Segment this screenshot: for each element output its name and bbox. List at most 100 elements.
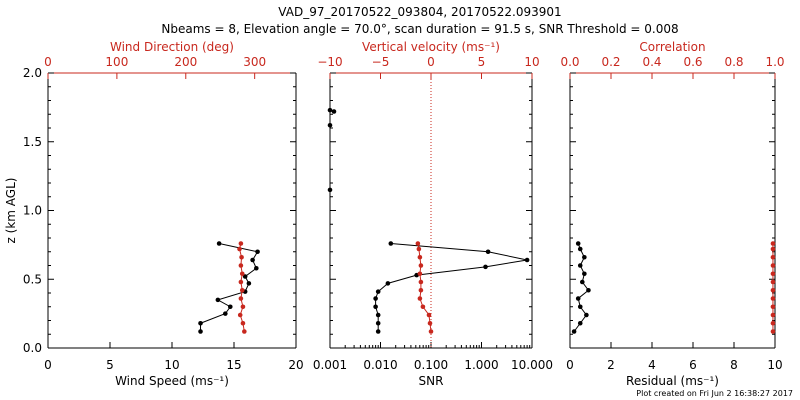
data-point (575, 296, 581, 301)
x-tick-label-top: 300 (243, 55, 266, 69)
data-point (240, 304, 246, 310)
x-axis-label-top: Correlation (639, 40, 705, 54)
data-point (239, 271, 245, 277)
data-point (375, 329, 381, 334)
data-point (770, 312, 776, 318)
x-tick-label-top: −10 (317, 55, 342, 69)
x-tick-label-bottom: 0 (44, 358, 52, 372)
data-point (216, 241, 222, 246)
data-point (485, 249, 491, 255)
x-axis-label-top: Wind Direction (deg) (110, 40, 234, 54)
data-point (770, 287, 776, 293)
data-point (254, 265, 259, 271)
x-tick-label-top: 5 (478, 55, 486, 69)
x-tick-label-bottom: 2 (607, 358, 615, 372)
y-tick-label: 0.5 (23, 272, 42, 286)
data-point (238, 241, 244, 246)
figure-title: VAD_97_20170522_093804, 20170522.093901 (278, 5, 561, 19)
data-point (250, 257, 255, 263)
x-tick-label-top: 10 (524, 55, 539, 69)
x-tick-label-bottom: 8 (730, 358, 738, 372)
x-tick-label-bottom: 10 (164, 358, 179, 372)
data-point (239, 287, 245, 293)
y-tick-label: 1.0 (23, 204, 42, 218)
series-line (200, 243, 259, 332)
data-point (577, 320, 583, 326)
x-axis-label-top: Vertical velocity (ms⁻¹) (362, 40, 500, 54)
x-tick-label-bottom: 10.000 (511, 358, 553, 372)
data-point (255, 249, 260, 255)
data-point (238, 279, 244, 285)
data-point (428, 329, 434, 334)
data-point (483, 264, 488, 270)
x-axis-label-bottom: Wind Speed (ms⁻¹) (115, 374, 229, 388)
y-tick-label: 2.0 (23, 66, 42, 80)
data-point (418, 263, 424, 268)
x-tick-label-bottom: 1.000 (464, 358, 498, 372)
data-point (237, 312, 243, 318)
data-point (416, 246, 422, 252)
data-point (238, 296, 244, 301)
x-axis-label-bottom: Residual (ms⁻¹) (626, 374, 719, 388)
data-point (215, 297, 221, 303)
x-tick-label-top: −5 (372, 55, 390, 69)
data-point (770, 263, 776, 268)
x-tick-label-top: 0.2 (601, 55, 620, 69)
data-point (242, 329, 247, 334)
y-tick-label: 1.5 (23, 135, 42, 149)
panel-2: 0.001 0.010 0.100 1.000 10.000 SNR −10 −5 0 5 10 Ve… (313, 40, 553, 388)
data-point (240, 320, 246, 326)
data-point (577, 263, 583, 268)
data-point (420, 304, 426, 310)
data-point (223, 311, 228, 316)
data-point (417, 296, 423, 301)
data-point (770, 246, 776, 252)
data-point (418, 279, 424, 285)
data-point (582, 271, 587, 277)
data-point (373, 296, 378, 301)
data-point (575, 241, 581, 246)
x-tick-label-top: 0.6 (683, 55, 702, 69)
data-point (584, 312, 589, 318)
data-point (770, 329, 776, 334)
x-tick-label-bottom: 0.100 (414, 358, 448, 372)
figure-subtitle: Nbeams = 8, Elevation angle = 70.0°, sca… (161, 22, 678, 36)
data-point (327, 122, 333, 128)
x-tick-label-top: 100 (105, 55, 128, 69)
x-tick-label-top: 0.4 (642, 55, 661, 69)
x-tick-label-bottom: 0.001 (313, 358, 347, 372)
x-tick-label-top: 0.0 (560, 55, 579, 69)
data-point (770, 241, 776, 246)
data-point (770, 254, 776, 260)
data-point (246, 281, 252, 286)
data-point (586, 287, 591, 293)
x-tick-label-top: 0 (427, 55, 435, 69)
data-point (426, 312, 432, 318)
data-point (331, 109, 337, 114)
data-point (238, 263, 244, 268)
x-tick-label-top: 200 (174, 55, 197, 69)
data-point (373, 304, 378, 310)
data-point (415, 241, 421, 246)
x-tick-label-bottom: 20 (288, 358, 303, 372)
data-point (239, 254, 244, 260)
x-tick-label-top: 1.0 (765, 55, 784, 69)
x-tick-label-bottom: 15 (226, 358, 241, 372)
series-line (375, 243, 528, 332)
x-axis-label-bottom: SNR (419, 374, 444, 388)
data-point (770, 279, 776, 285)
data-point (385, 281, 391, 286)
data-point (198, 329, 203, 334)
data-point (770, 296, 776, 301)
data-point (770, 320, 776, 326)
x-tick-label-bottom: 10 (767, 358, 782, 372)
data-point (375, 289, 381, 294)
plot-created-footer: Plot created on Fri Jun 2 16:38:27 2017 (636, 389, 793, 398)
data-point (571, 329, 577, 334)
y-tick-label: 0.0 (23, 341, 42, 355)
x-tick-label-bottom: 0 (566, 358, 574, 372)
data-point (242, 274, 248, 279)
y-axis-label: z (km AGL) (4, 178, 18, 244)
data-point (198, 320, 203, 326)
